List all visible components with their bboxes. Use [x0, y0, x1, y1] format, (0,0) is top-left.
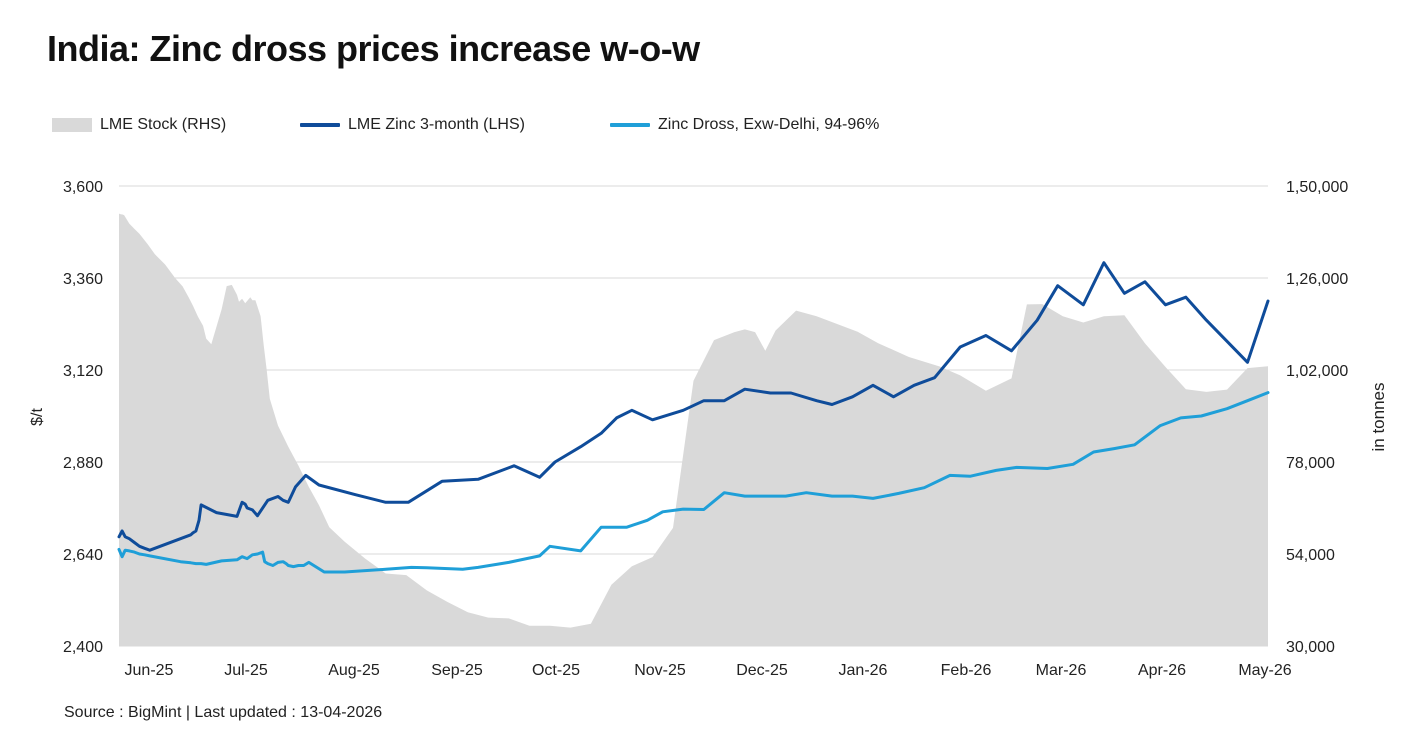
legend-swatch-lme [300, 123, 340, 127]
x-tick: Dec-25 [736, 662, 788, 679]
y-axis-label-right: in tonnes [1369, 383, 1388, 452]
x-tick: Jun-25 [125, 662, 174, 679]
legend-label-lme: LME Zinc 3-month (LHS) [348, 116, 525, 133]
series-line-zinc-dross [117, 391, 1270, 574]
y-tick-right: 78,000 [1286, 455, 1335, 472]
x-tick: Feb-26 [941, 662, 992, 679]
y-tick-left: 3,360 [63, 271, 103, 288]
legend-item-dross: Zinc Dross, Exw-Delhi, 94-96% [610, 116, 879, 134]
x-tick: Oct-25 [532, 662, 580, 679]
legend-swatch-stock [52, 118, 92, 132]
y-tick-left: 3,600 [63, 179, 103, 196]
series-area-lme-stock [119, 213, 1268, 646]
y-tick-right: 1,50,000 [1286, 179, 1348, 196]
legend-item-stock: LME Stock (RHS) [52, 116, 226, 134]
series-lines [117, 261, 1270, 574]
series-line-lme-zinc [117, 261, 1270, 552]
stock-area-layer [119, 213, 1268, 646]
y-tick-left: 2,640 [63, 547, 103, 564]
y-axis-left: 3,600 3,360 3,120 2,880 2,640 2,400 [63, 179, 103, 656]
y-tick-left: 2,880 [63, 455, 103, 472]
y-tick-right: 54,000 [1286, 547, 1335, 564]
x-axis: Jun-25 Jul-25 Aug-25 Sep-25 Oct-25 Nov-25 Dec-… [125, 662, 1292, 679]
source-footer: Source : BigMint | Last updated : 13-04-… [64, 704, 383, 721]
x-tick: Mar-26 [1036, 662, 1087, 679]
legend-label-stock: LME Stock (RHS) [100, 116, 227, 133]
x-tick: May-26 [1238, 662, 1291, 679]
legend-item-lme: LME Zinc 3-month (LHS) [300, 116, 525, 134]
y-tick-left: 2,400 [63, 639, 103, 656]
legend-label-dross: Zinc Dross, Exw-Delhi, 94-96% [658, 116, 880, 133]
y-tick-right: 1,02,000 [1286, 363, 1348, 380]
x-tick: Sep-25 [431, 662, 483, 679]
y-tick-right: 1,26,000 [1286, 271, 1348, 288]
y-tick-right: 30,000 [1286, 639, 1335, 656]
x-tick: Apr-26 [1138, 662, 1186, 679]
x-tick: Jul-25 [224, 662, 268, 679]
y-tick-left: 3,120 [63, 363, 103, 380]
x-tick: Aug-25 [328, 662, 380, 679]
chart-title: India: Zinc dross prices increase w-o-w [47, 28, 700, 69]
x-tick: Nov-25 [634, 662, 686, 679]
legend-swatch-dross [610, 123, 650, 127]
y-axis-right: 1,50,000 1,26,000 1,02,000 78,000 54,000 30,0… [1286, 179, 1348, 656]
x-tick: Jan-26 [839, 662, 888, 679]
y-axis-label-left: $/t [29, 408, 46, 426]
